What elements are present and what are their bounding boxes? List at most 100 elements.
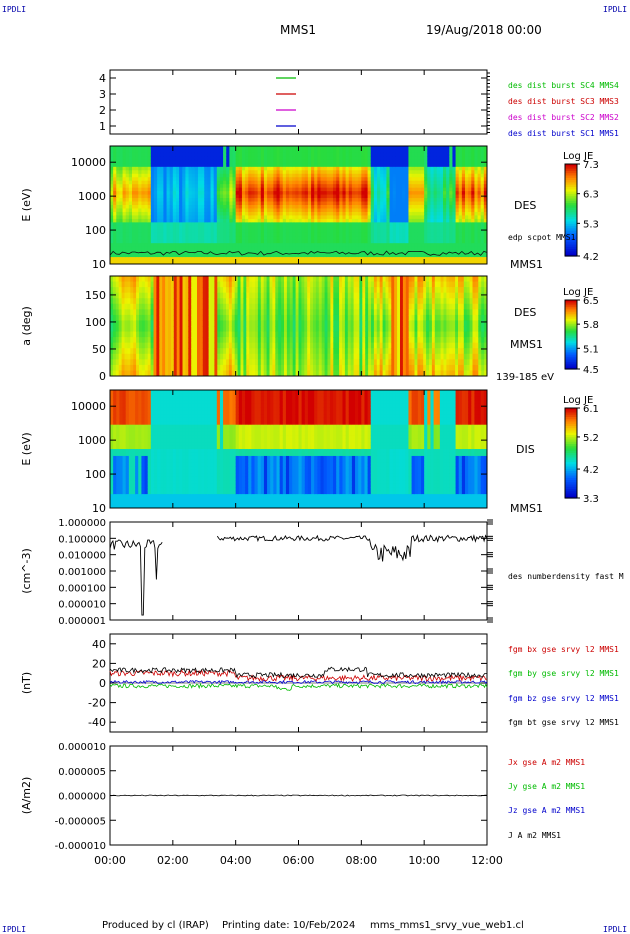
heatmap-cell [317, 219, 321, 223]
heatmap-cell [358, 226, 362, 230]
heatmap-cell [116, 181, 120, 185]
heatmap-cell [459, 153, 463, 157]
heatmap-cell [157, 149, 161, 153]
heatmap-cell [258, 160, 262, 164]
heatmap-cell [233, 181, 237, 185]
heatmap-cell [119, 222, 123, 226]
heatmap-cell [185, 315, 188, 321]
heatmap-cell [223, 163, 227, 167]
heatmap-cell [212, 315, 215, 321]
heatmap-cell [283, 229, 287, 233]
heatmap-cell [214, 282, 217, 288]
heatmap-cell [264, 247, 268, 251]
heatmap-cell [346, 215, 350, 219]
heatmap-cell [390, 202, 394, 206]
heatmap-cell [151, 337, 154, 343]
heatmap-cell [229, 229, 233, 233]
heatmap-cell [330, 212, 334, 216]
heatmap-cell [355, 254, 359, 258]
heatmap-cell [176, 219, 180, 223]
heatmap-cell [229, 236, 233, 240]
heatmap-cell [349, 177, 353, 181]
heatmap-cell [211, 195, 215, 199]
heatmap-cell [277, 257, 281, 261]
heatmap-cell [374, 195, 378, 199]
heatmap-cell [229, 163, 233, 167]
heatmap-cell [160, 198, 164, 202]
heatmap-cell [471, 174, 475, 178]
heatmap-cell [245, 229, 249, 233]
heatmap-cell [148, 365, 151, 371]
heatmap-cell [434, 236, 438, 240]
heatmap-cell [390, 170, 394, 174]
heatmap-cell [317, 243, 321, 247]
heatmap-cell [427, 174, 431, 178]
heatmap-cell [390, 240, 394, 244]
heatmap-cell [267, 167, 271, 171]
heatmap-cell [136, 343, 139, 349]
heatmap-cell [116, 240, 120, 244]
heatmap-cell [283, 247, 287, 251]
heatmap-cell [299, 184, 303, 188]
heatmap-cell [371, 202, 375, 206]
heatmap-cell [217, 298, 220, 304]
heatmap-cell [154, 348, 157, 354]
heatmap-cell [386, 212, 390, 216]
heatmap-cell [346, 205, 350, 209]
heatmap-cell [136, 287, 139, 293]
heatmap-cell [258, 257, 262, 261]
heatmap-cell [380, 212, 384, 216]
heatmap-cell [280, 198, 284, 202]
heatmap-cell [346, 177, 350, 181]
heatmap-cell [289, 202, 293, 206]
heatmap-cell [358, 184, 362, 188]
heatmap-cell [261, 160, 265, 164]
heatmap-cell [474, 205, 478, 209]
heatmap-cell [339, 149, 343, 153]
heatmap-cell [173, 160, 177, 164]
heatmap-cell [399, 254, 403, 258]
heatmap-cell [139, 320, 142, 326]
heatmap-cell [405, 153, 409, 157]
heatmap-cell [355, 191, 359, 195]
heatmap-cell [355, 156, 359, 160]
heatmap-cell [160, 236, 164, 240]
heatmap-cell [242, 202, 246, 206]
heatmap-cell [355, 149, 359, 153]
heatmap-cell [396, 229, 400, 233]
heatmap-cell [194, 354, 197, 360]
heatmap-cell [214, 236, 218, 240]
heatmap-cell [402, 240, 406, 244]
heatmap-cell [305, 205, 309, 209]
heatmap-cell [185, 304, 188, 310]
heatmap-cell [443, 212, 447, 216]
heatmap-cell [383, 205, 387, 209]
heatmap-cell [324, 215, 328, 219]
heatmap-cell [471, 205, 475, 209]
heatmap-cell [209, 326, 212, 332]
heatmap-cell [424, 198, 428, 202]
heatmap-cell [177, 282, 180, 288]
heatmap-cell [412, 240, 416, 244]
heatmap-cell [374, 247, 378, 251]
heatmap-cell [317, 153, 321, 157]
heatmap-cell [459, 188, 463, 192]
heatmap-cell [386, 149, 390, 153]
heatmap-cell [171, 365, 174, 371]
heatmap-cell [399, 247, 403, 251]
heatmap-cell [364, 240, 368, 244]
heatmap-cell [167, 254, 171, 258]
heatmap-cell [110, 243, 114, 247]
heatmap-cell [211, 181, 215, 185]
heatmap-cell [183, 276, 186, 282]
heatmap-cell [191, 293, 194, 299]
heatmap-cell [239, 226, 243, 230]
heatmap-cell [209, 332, 212, 338]
heatmap-cell [286, 208, 290, 212]
heatmap-cell [141, 163, 145, 167]
heatmap-cell [377, 160, 381, 164]
heatmap-cell [270, 156, 274, 160]
heatmap-cell [327, 233, 331, 237]
heatmap-cell [123, 195, 127, 199]
heatmap-cell [176, 177, 180, 181]
